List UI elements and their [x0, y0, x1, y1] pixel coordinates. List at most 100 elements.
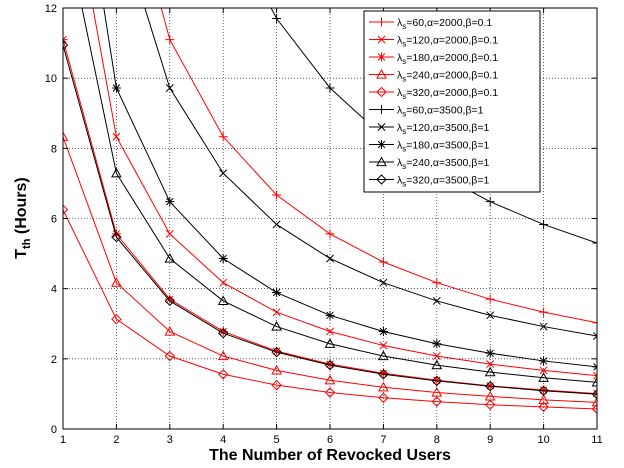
x-marker [486, 360, 495, 369]
series-10 [63, 39, 597, 400]
x-marker [593, 371, 597, 380]
triangle-marker [271, 364, 282, 375]
triangle-marker [591, 376, 597, 387]
plus-marker [485, 294, 495, 304]
y-tick-label: 2 [51, 354, 57, 366]
diamond-marker [376, 86, 387, 98]
diamond-marker [484, 380, 496, 392]
series-4 [63, 131, 597, 407]
y-tick-label: 8 [51, 143, 57, 155]
star-marker [111, 229, 121, 239]
series-group [63, 8, 597, 415]
star-marker [325, 310, 335, 320]
series-7 [144, 8, 597, 340]
triangle-marker [324, 338, 336, 348]
x-tick-label: 4 [220, 434, 226, 446]
legend-label: λs=320,α=2000,β=0.1 [397, 87, 498, 101]
diamond-marker [111, 313, 122, 325]
diamond-marker [324, 359, 336, 371]
plus-marker [325, 83, 335, 93]
legend-entry: λs=180,α=2000,β=0.1 [369, 52, 498, 66]
diamond-marker [271, 379, 282, 391]
plus-marker [218, 132, 228, 142]
plus-marker [272, 190, 282, 200]
x-marker [432, 296, 441, 305]
y-axis-title-sub: th [21, 238, 33, 249]
diamond-marker [271, 346, 282, 358]
legend-entry: λs=240,α=3500,β=1 [369, 156, 489, 171]
plus-marker [485, 197, 495, 207]
diamond-marker [217, 328, 229, 339]
series-2 [92, 8, 597, 380]
legend-entry: λs=60,α=2000,β=0.1 [369, 17, 492, 31]
y-axis-title: Tth (Hours) [13, 177, 33, 259]
y-tick-label: 12 [45, 3, 57, 15]
y-axis-title-rest: (Hours) [13, 177, 30, 238]
x-tick-label: 5 [274, 434, 280, 446]
diamond-marker [111, 231, 122, 243]
legend-entry: λs=320,α=2000,β=0.1 [369, 86, 498, 101]
x-tick-label: 2 [113, 434, 119, 446]
legend-label: λs=120,α=2000,β=0.1 [397, 35, 498, 49]
star-marker [325, 359, 335, 369]
y-tick-label: 10 [45, 73, 57, 85]
x-marker [165, 84, 174, 92]
x-marker [272, 308, 281, 317]
y-axis-title-main: T [13, 249, 30, 259]
x-axis-title: The Number of Revocked Users [209, 447, 451, 464]
diamond-marker [591, 389, 597, 400]
legend-entry: λs=320,α=3500,β=1 [369, 174, 489, 189]
star-marker [165, 294, 175, 304]
x-tick-label: 11 [591, 434, 602, 446]
diamond-marker [164, 295, 176, 307]
diamond-marker [484, 399, 496, 410]
triangle-marker [111, 167, 122, 178]
plus-marker [377, 17, 386, 27]
legend-label: λs=60,α=2000,β=0.1 [397, 17, 492, 31]
x-marker [593, 332, 597, 340]
x-marker [539, 322, 548, 331]
series-1 [160, 8, 597, 328]
diamond-marker [431, 375, 443, 387]
x-marker [165, 229, 174, 238]
legend: λs=60,α=2000,β=0.1 λs=120,α=2000,β=0.1 λs=… [363, 10, 541, 193]
star-marker [378, 368, 388, 378]
x-marker [219, 169, 228, 178]
triangle-marker [376, 68, 387, 79]
y-tick-label: 4 [51, 284, 57, 296]
legend-entry: λs=120,α=3500,β=1 [369, 122, 489, 136]
star-marker [272, 288, 282, 298]
plus-marker [272, 14, 282, 24]
star-marker [432, 339, 442, 349]
x-tick-label: 10 [537, 434, 549, 446]
star-marker [377, 140, 386, 149]
triangle-marker [431, 359, 443, 370]
plus-marker [377, 105, 386, 114]
triangle-marker [164, 325, 176, 336]
triangle-marker [378, 350, 389, 361]
x-marker [272, 220, 281, 229]
x-tick-label: 6 [327, 434, 333, 446]
diamond-marker [63, 39, 69, 51]
legend-label: λs=240,α=3500,β=1 [397, 157, 489, 171]
diamond-marker [217, 369, 229, 380]
star-marker [111, 83, 121, 93]
y-tick-label: 0 [51, 424, 57, 436]
triangle-marker [164, 252, 176, 263]
x-tick-label: 3 [167, 434, 173, 446]
x-marker [326, 327, 334, 336]
plus-marker [592, 238, 597, 248]
triangle-marker [217, 295, 229, 306]
star-marker [377, 52, 386, 62]
legend-label: λs=180,α=3500,β=1 [397, 140, 489, 154]
triangle-marker [271, 321, 282, 331]
triangle-marker [324, 374, 336, 385]
x-marker [326, 254, 334, 263]
series-5 [63, 204, 597, 415]
diamond-marker [378, 369, 389, 380]
plus-marker [165, 35, 175, 45]
diamond-marker [431, 396, 443, 407]
series-8 [103, 8, 597, 372]
